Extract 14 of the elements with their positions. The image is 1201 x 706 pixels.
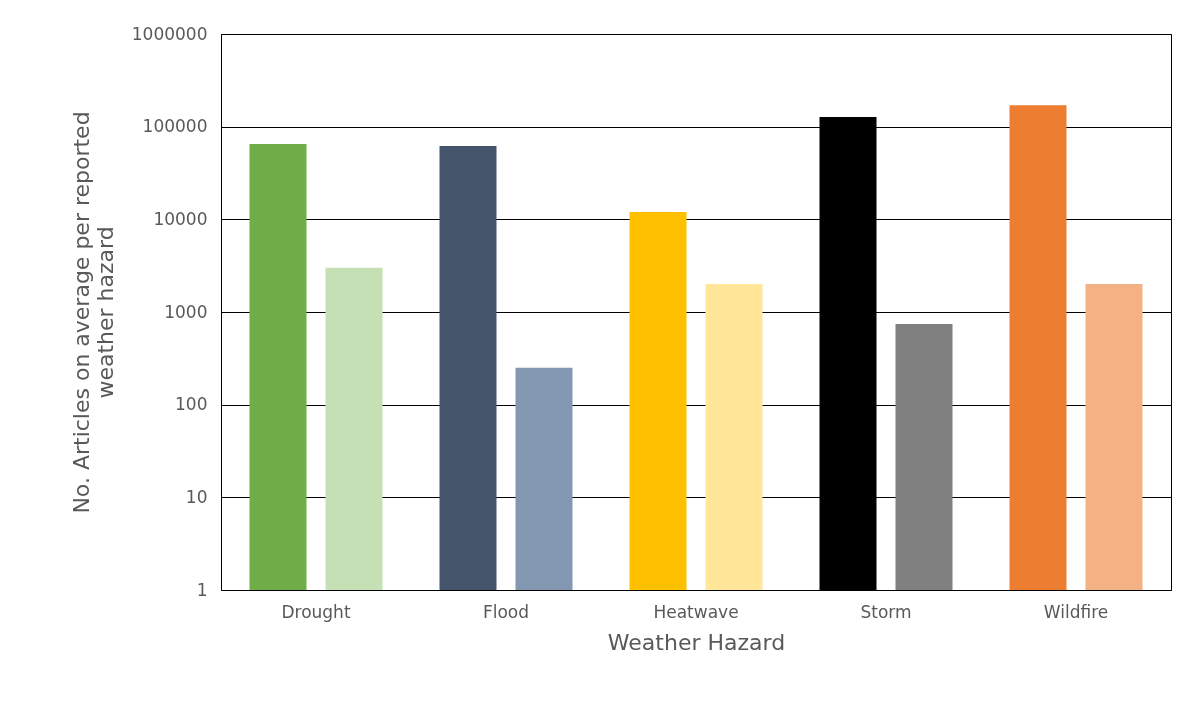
x-tick-label: Wildfire: [1043, 601, 1109, 622]
x-tick-label: Flood: [482, 601, 530, 622]
x-tick-label: Heatwave: [653, 601, 739, 622]
y-tick-label: 10000: [153, 208, 208, 229]
y-axis-title: No. Articles on average per reported weather hazard: [68, 111, 118, 514]
x-axis-title: Weather Hazard: [607, 629, 786, 655]
y-tick-label: 1: [196, 579, 208, 600]
x-tick-label: Drought: [281, 601, 351, 622]
x-tick-label: Storm: [860, 601, 912, 622]
y-tick-label: 10: [185, 486, 208, 507]
y-tick-label: 1000000: [131, 23, 208, 44]
y-tick-label: 100000: [142, 116, 208, 137]
y-tick-label: 1000: [164, 301, 208, 322]
y-tick-label: 100: [175, 394, 208, 415]
